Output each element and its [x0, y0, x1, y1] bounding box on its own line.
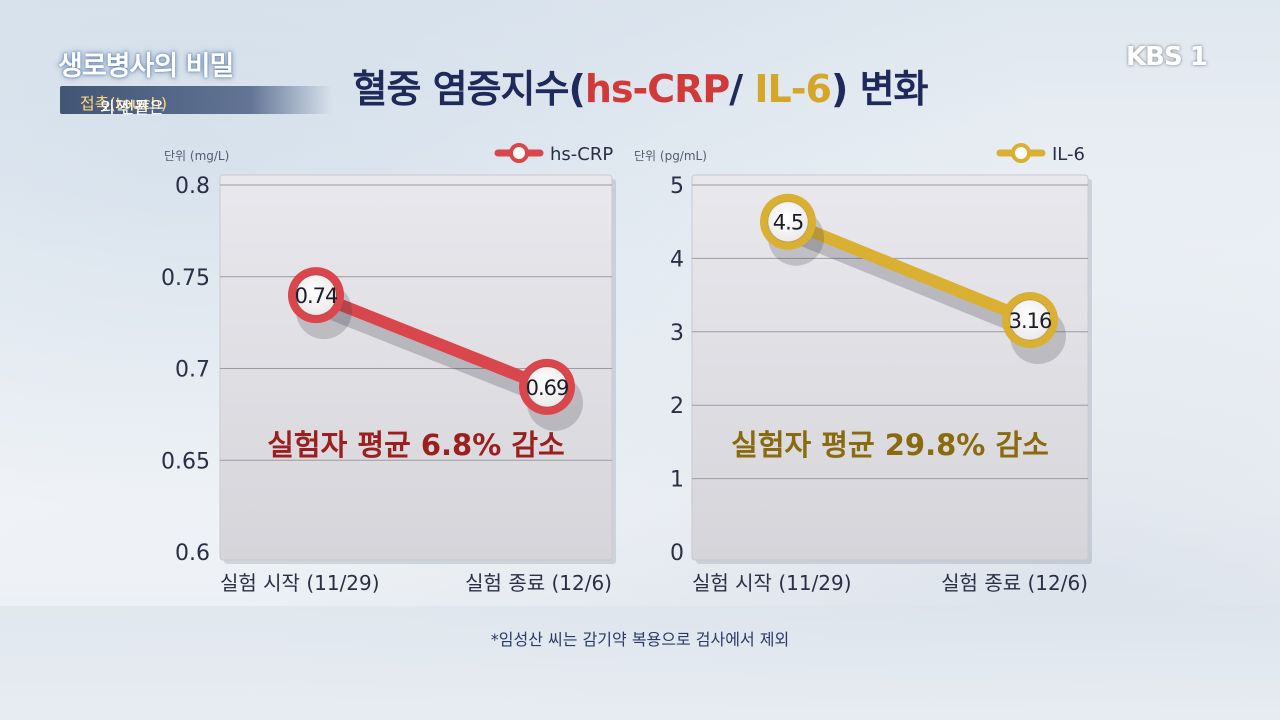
- y-tick-label: 0.7: [175, 358, 210, 383]
- series-line: [310, 289, 553, 393]
- legend-label: hs-CRP: [550, 144, 613, 165]
- data-point: [1009, 299, 1051, 341]
- data-label: 0.74: [295, 284, 338, 308]
- subtitle-bar: [60, 86, 332, 114]
- show-subtitle: 기적 같은 접촉(touch) 의 선물: [60, 86, 332, 117]
- broadcaster-logo: KBS 1: [1126, 42, 1208, 72]
- y-tick-label: 0.8: [175, 174, 210, 199]
- footnote: *임성산 씨는 감기약 복용으로 검사에서 제외: [490, 630, 790, 649]
- series-line: [782, 215, 1036, 327]
- data-point: [526, 366, 568, 408]
- plot-area: [691, 174, 1089, 561]
- y-tick-label: 4: [670, 247, 684, 272]
- legend-marker: [1011, 143, 1031, 163]
- y-tick-label: 0.65: [161, 449, 210, 474]
- subtitle-text: 기적 같은 접촉(touch) 의 선물: [80, 94, 168, 117]
- unit-label: 단위 (pg/mL): [634, 149, 707, 163]
- data-label: 0.69: [526, 376, 569, 400]
- y-tick-label: 0: [670, 541, 684, 566]
- data-point: [767, 201, 809, 243]
- chart-title: 혈중 염증지수(hs-CRP/ IL-6) 변화: [352, 67, 928, 111]
- annotation: 실험자 평균 29.8% 감소: [731, 428, 1049, 462]
- data-label: 3.16: [1009, 309, 1052, 333]
- x-tick-label: 실험 시작 (11/29): [220, 571, 380, 595]
- data-point: [295, 274, 337, 316]
- data-label: 4.5: [773, 211, 803, 235]
- legend-marker: [509, 143, 529, 163]
- y-tick-label: 1: [670, 468, 684, 493]
- y-tick-label: 3: [670, 321, 684, 346]
- y-tick-label: 2: [670, 394, 684, 419]
- annotation: 실험자 평균 6.8% 감소: [267, 428, 564, 462]
- y-tick-label: 0.6: [175, 541, 210, 566]
- x-tick-label: 실험 시작 (11/29): [692, 571, 852, 595]
- y-tick-label: 0.75: [161, 266, 210, 291]
- y-tick-label: 5: [670, 174, 684, 199]
- series-line-shadow: [787, 228, 1043, 342]
- x-tick-label: 실험 종료 (12/6): [465, 571, 612, 595]
- floor-band: [0, 606, 1280, 720]
- unit-label: 단위 (mg/L): [164, 149, 229, 163]
- series-line-shadow: [315, 302, 560, 408]
- show-logo: 생로병사의 비밀: [58, 51, 234, 82]
- legend-label: IL-6: [1052, 144, 1085, 165]
- x-tick-label: 실험 종료 (12/6): [941, 571, 1088, 595]
